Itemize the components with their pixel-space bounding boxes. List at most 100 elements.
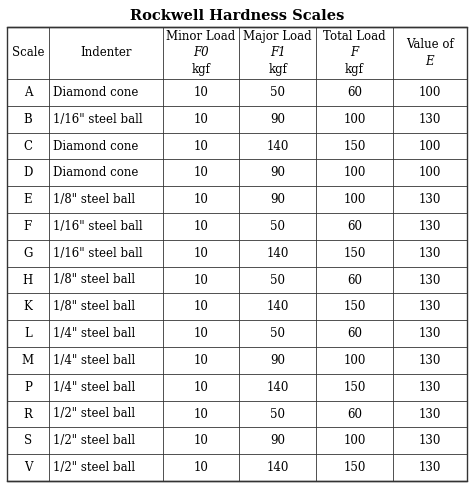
Text: Diamond cone: Diamond cone [53, 166, 138, 179]
Text: E: E [24, 193, 32, 206]
Text: 50: 50 [270, 86, 285, 99]
Text: A: A [24, 86, 32, 99]
Text: Value of: Value of [406, 38, 454, 52]
Text: 150: 150 [343, 461, 365, 474]
Text: 10: 10 [193, 354, 209, 367]
Text: E: E [426, 54, 434, 68]
Text: Diamond cone: Diamond cone [53, 86, 138, 99]
Text: B: B [24, 113, 32, 126]
Text: 1/2" steel ball: 1/2" steel ball [53, 407, 135, 420]
Text: Minor Load: Minor Load [166, 31, 236, 43]
Text: K: K [24, 300, 32, 313]
Text: 10: 10 [193, 139, 209, 153]
Text: 10: 10 [193, 407, 209, 420]
Text: 130: 130 [419, 327, 441, 340]
Text: 60: 60 [347, 327, 362, 340]
Text: 100: 100 [419, 166, 441, 179]
Text: 1/8" steel ball: 1/8" steel ball [53, 300, 135, 313]
Text: 1/8" steel ball: 1/8" steel ball [53, 193, 135, 206]
Text: R: R [24, 407, 32, 420]
Text: 100: 100 [343, 166, 365, 179]
Text: 130: 130 [419, 247, 441, 260]
Text: 1/2" steel ball: 1/2" steel ball [53, 461, 135, 474]
Text: 100: 100 [343, 193, 365, 206]
Text: 130: 130 [419, 407, 441, 420]
Text: 150: 150 [343, 381, 365, 394]
Text: F1: F1 [270, 47, 285, 59]
Text: 1/2" steel ball: 1/2" steel ball [53, 434, 135, 447]
Text: 130: 130 [419, 274, 441, 287]
Text: 1/16" steel ball: 1/16" steel ball [53, 113, 142, 126]
Text: 90: 90 [270, 166, 285, 179]
Text: 130: 130 [419, 300, 441, 313]
Text: 50: 50 [270, 327, 285, 340]
Text: 1/16" steel ball: 1/16" steel ball [53, 220, 142, 233]
Text: 100: 100 [343, 113, 365, 126]
Text: kgf: kgf [191, 63, 210, 75]
Text: L: L [24, 327, 32, 340]
Text: 50: 50 [270, 407, 285, 420]
Text: 60: 60 [347, 407, 362, 420]
Text: 10: 10 [193, 166, 209, 179]
Text: 90: 90 [270, 193, 285, 206]
Text: 10: 10 [193, 274, 209, 287]
Text: 50: 50 [270, 220, 285, 233]
Text: G: G [23, 247, 33, 260]
Text: 10: 10 [193, 113, 209, 126]
Text: Scale: Scale [12, 47, 44, 59]
Text: 130: 130 [419, 113, 441, 126]
Text: 10: 10 [193, 220, 209, 233]
Text: 130: 130 [419, 193, 441, 206]
Text: 10: 10 [193, 300, 209, 313]
Text: 150: 150 [343, 139, 365, 153]
Text: 130: 130 [419, 381, 441, 394]
Text: 130: 130 [419, 354, 441, 367]
Text: F0: F0 [193, 47, 209, 59]
Text: 100: 100 [343, 434, 365, 447]
Text: 10: 10 [193, 327, 209, 340]
Text: 100: 100 [419, 86, 441, 99]
Text: C: C [23, 139, 32, 153]
Text: Indenter: Indenter [80, 47, 131, 59]
Text: 140: 140 [266, 139, 289, 153]
Text: F: F [24, 220, 32, 233]
Text: 150: 150 [343, 247, 365, 260]
Text: 90: 90 [270, 354, 285, 367]
Text: 100: 100 [419, 139, 441, 153]
Text: 1/16" steel ball: 1/16" steel ball [53, 247, 142, 260]
Text: H: H [23, 274, 33, 287]
Text: 140: 140 [266, 461, 289, 474]
Text: P: P [24, 381, 32, 394]
Text: 1/8" steel ball: 1/8" steel ball [53, 274, 135, 287]
Text: 130: 130 [419, 434, 441, 447]
Text: 130: 130 [419, 461, 441, 474]
Text: 60: 60 [347, 86, 362, 99]
Text: 1/4" steel ball: 1/4" steel ball [53, 381, 135, 394]
Text: 10: 10 [193, 193, 209, 206]
Text: 10: 10 [193, 247, 209, 260]
Text: 50: 50 [270, 274, 285, 287]
Text: 10: 10 [193, 86, 209, 99]
Text: F: F [350, 47, 358, 59]
Text: 140: 140 [266, 300, 289, 313]
Text: 10: 10 [193, 434, 209, 447]
Text: Major Load: Major Load [243, 31, 312, 43]
Text: S: S [24, 434, 32, 447]
Text: kgf: kgf [268, 63, 287, 75]
Text: Diamond cone: Diamond cone [53, 139, 138, 153]
Text: 100: 100 [343, 354, 365, 367]
Text: D: D [23, 166, 33, 179]
Text: Total Load: Total Load [323, 31, 386, 43]
Text: V: V [24, 461, 32, 474]
Text: kgf: kgf [345, 63, 364, 75]
Text: 140: 140 [266, 247, 289, 260]
Text: 90: 90 [270, 113, 285, 126]
Text: 90: 90 [270, 434, 285, 447]
Text: M: M [22, 354, 34, 367]
Text: 140: 140 [266, 381, 289, 394]
Text: 10: 10 [193, 461, 209, 474]
Text: 130: 130 [419, 220, 441, 233]
Text: Rockwell Hardness Scales: Rockwell Hardness Scales [130, 9, 344, 23]
Text: 1/4" steel ball: 1/4" steel ball [53, 327, 135, 340]
Text: 1/4" steel ball: 1/4" steel ball [53, 354, 135, 367]
